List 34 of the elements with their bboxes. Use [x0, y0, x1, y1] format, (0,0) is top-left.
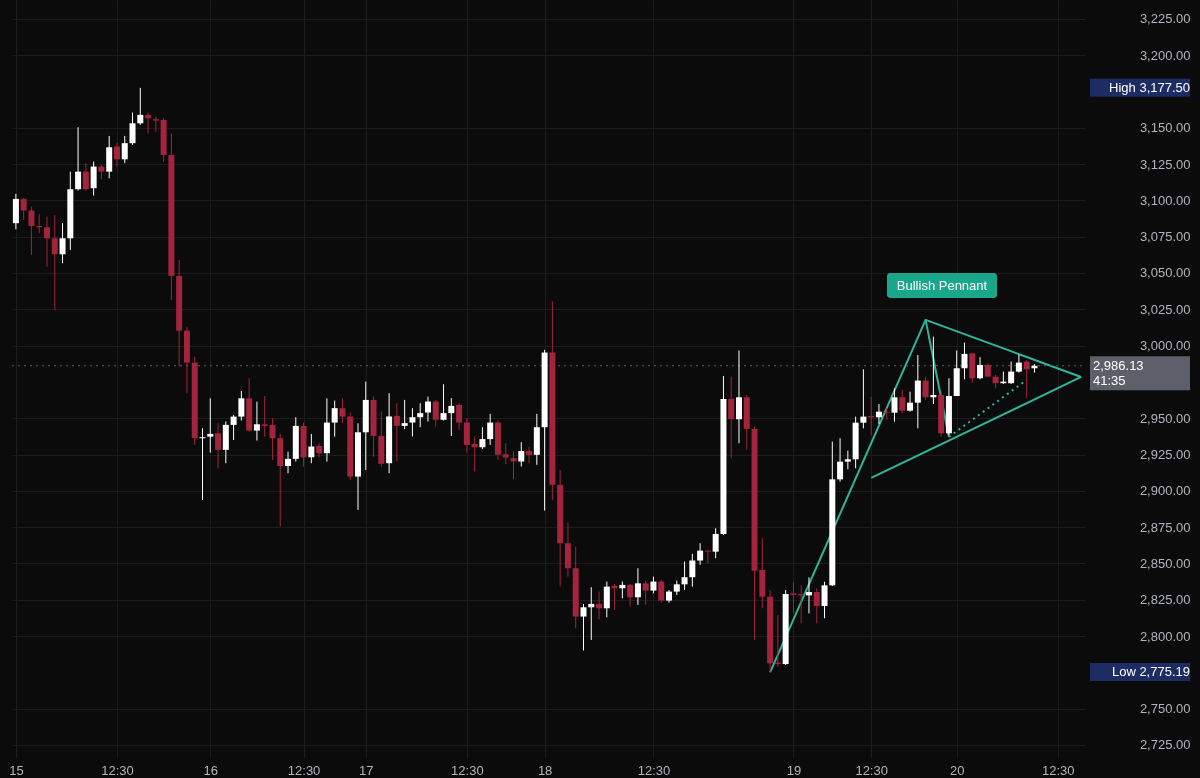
y-tick-label: 2,750.00: [1139, 701, 1191, 717]
y-tick-label: 2,850.00: [1139, 555, 1191, 571]
y-tick-label: 3,100.00: [1139, 192, 1191, 208]
y-tick-label: 3,050.00: [1139, 265, 1191, 281]
text: High 3,177.50: [1109, 79, 1190, 95]
x-tick-label: 17: [359, 762, 374, 778]
x-tick-label: 12:30: [637, 762, 671, 778]
x-tick-label: 12:30: [1042, 762, 1075, 778]
y-tick-label: 2,900.00: [1139, 483, 1191, 499]
x-tick-label: 12:30: [451, 762, 484, 778]
y-tick-label: 2,925.00: [1139, 447, 1191, 463]
x-tick-label: 12:30: [287, 762, 321, 778]
y-tick-label: 3,225.00: [1139, 11, 1191, 27]
y-tick-label: 3,200.00: [1139, 47, 1191, 63]
y-tick-label: 2,875.00: [1139, 519, 1191, 535]
y-tick-label: 2,950.00: [1139, 410, 1191, 426]
y-tick-label: 3,000.00: [1139, 338, 1191, 354]
x-tick-label: 16: [203, 762, 219, 778]
y-tick-label: 2,725.00: [1139, 737, 1191, 753]
y-tick-label: 3,150.00: [1139, 120, 1191, 136]
annotation: Bullish Pennant: [896, 278, 988, 293]
y-tick-label: 3,025.00: [1139, 301, 1191, 317]
y-tick-label: 2,800.00: [1139, 628, 1191, 644]
y-tick-label: 3,075.00: [1139, 229, 1191, 245]
text: Low 2,775.19: [1111, 664, 1190, 680]
x-tick-label: 12:30: [855, 762, 888, 778]
y-tick-label: 2,825.00: [1139, 592, 1191, 608]
x-tick-label: 18: [537, 762, 553, 778]
ref-line-label: 2,986.13 41:35: [1093, 357, 1144, 388]
x-tick-label: 19: [786, 762, 802, 778]
x-tick-label: 20: [949, 762, 965, 778]
y-tick-label: 3,125.00: [1139, 156, 1191, 172]
x-tick-label: 15: [9, 762, 24, 778]
x-tick-label: 12:30: [101, 762, 134, 778]
